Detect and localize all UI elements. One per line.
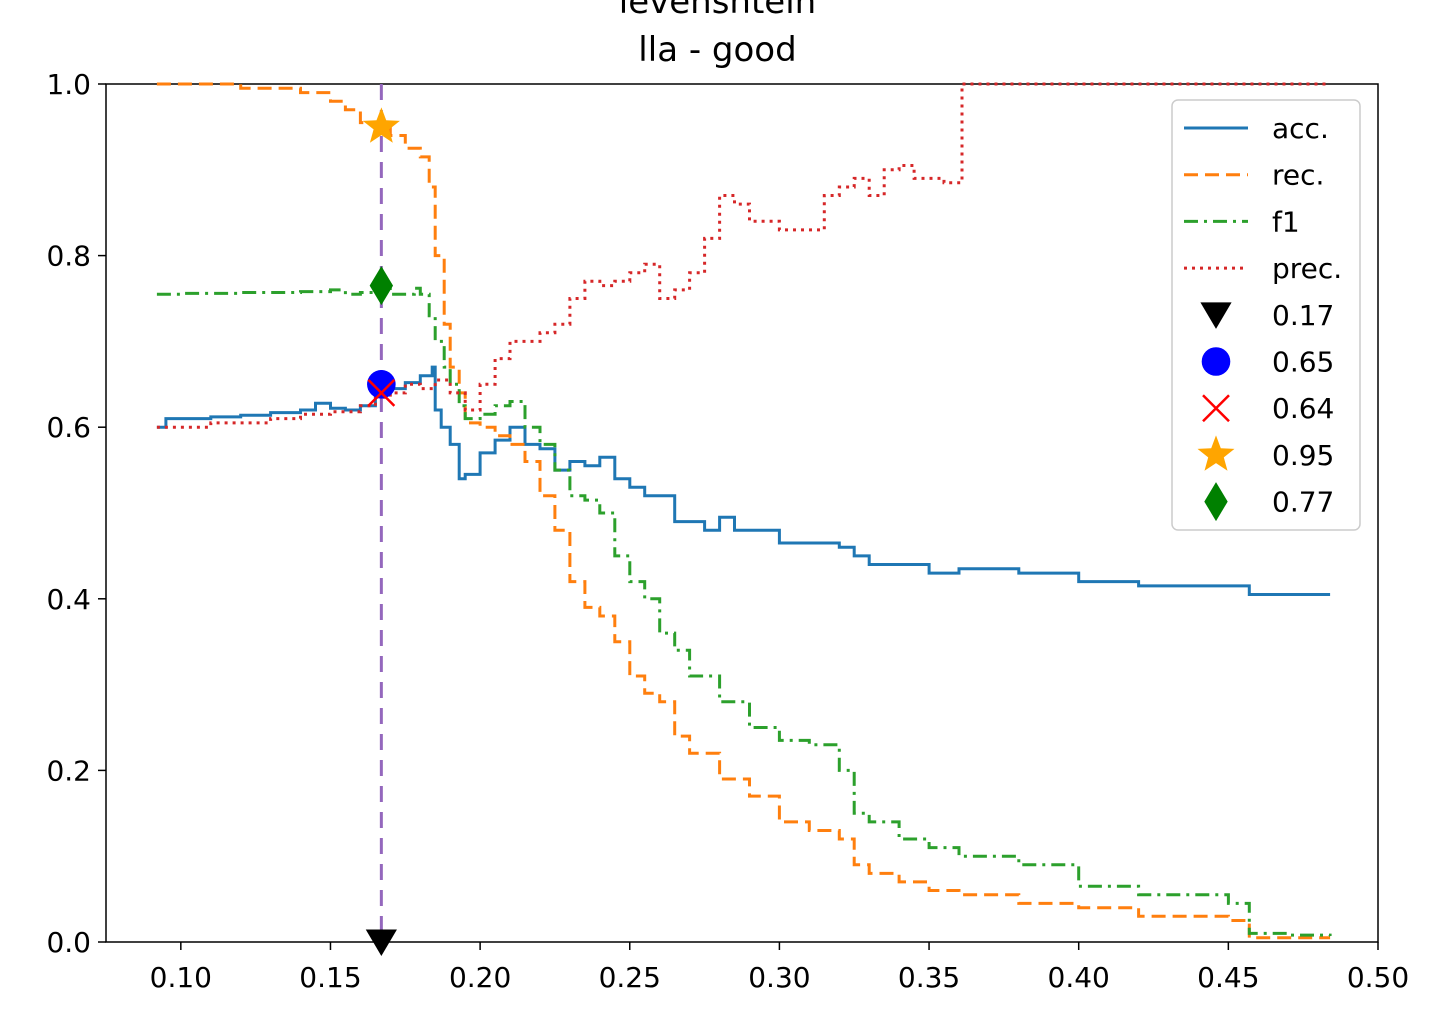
x-tick-label: 0.40 xyxy=(1048,961,1110,994)
legend-label: prec. xyxy=(1272,252,1342,285)
series-line-prec xyxy=(156,82,1331,429)
plot-frame xyxy=(105,83,1379,943)
marker-circle xyxy=(367,370,396,399)
legend-label: f1 xyxy=(1272,205,1300,238)
marker-star xyxy=(362,107,400,143)
x-tick-label: 0.35 xyxy=(898,961,960,994)
y-tick-label: 0.6 xyxy=(46,411,91,444)
x-tick-label: 0.15 xyxy=(299,961,361,994)
series-line-rec xyxy=(156,82,1331,940)
marker-triangle-down xyxy=(365,929,397,957)
legend-label: 0.77 xyxy=(1272,486,1334,519)
y-tick-label: 0.8 xyxy=(46,240,91,273)
legend-marker-triangle-down xyxy=(1200,302,1232,329)
x-tick-label: 0.10 xyxy=(150,961,212,994)
chart-title-line-1: levenshtein xyxy=(618,0,817,22)
y-tick-label: 0.0 xyxy=(46,926,91,959)
legend-label: 0.17 xyxy=(1272,299,1334,332)
legend-label: 0.65 xyxy=(1272,346,1334,379)
legend-label: rec. xyxy=(1272,159,1324,192)
marker-x xyxy=(367,378,396,407)
x-tick-label: 0.45 xyxy=(1197,961,1259,994)
series-line-acc xyxy=(156,365,1331,596)
chart-title-line-2: lla - good xyxy=(638,30,797,70)
y-tick-label: 0.2 xyxy=(46,754,91,787)
marker-diamond xyxy=(369,266,394,306)
legend-label: 0.95 xyxy=(1272,439,1334,472)
x-tick-label: 0.25 xyxy=(599,961,661,994)
x-tick-label: 0.20 xyxy=(449,961,511,994)
y-tick-label: 1.0 xyxy=(46,68,91,101)
x-tick-label: 0.30 xyxy=(748,961,810,994)
legend-marker-diamond xyxy=(1204,482,1228,522)
legend-label: 0.64 xyxy=(1272,392,1334,425)
legend-label: acc. xyxy=(1272,112,1329,145)
series-line-f1 xyxy=(156,284,1332,937)
legend-marker-circle xyxy=(1201,347,1231,376)
legend-marker-x xyxy=(1202,394,1230,423)
plot-area xyxy=(156,82,1332,942)
legend-box xyxy=(1171,99,1361,531)
x-tick-label: 0.50 xyxy=(1347,961,1409,994)
y-tick-label: 0.4 xyxy=(46,583,91,616)
legend: acc. rec. f1 prec. 0.17 0.65 0.64 0.95 0.77 xyxy=(1171,99,1361,531)
legend-marker-star xyxy=(1197,435,1235,471)
